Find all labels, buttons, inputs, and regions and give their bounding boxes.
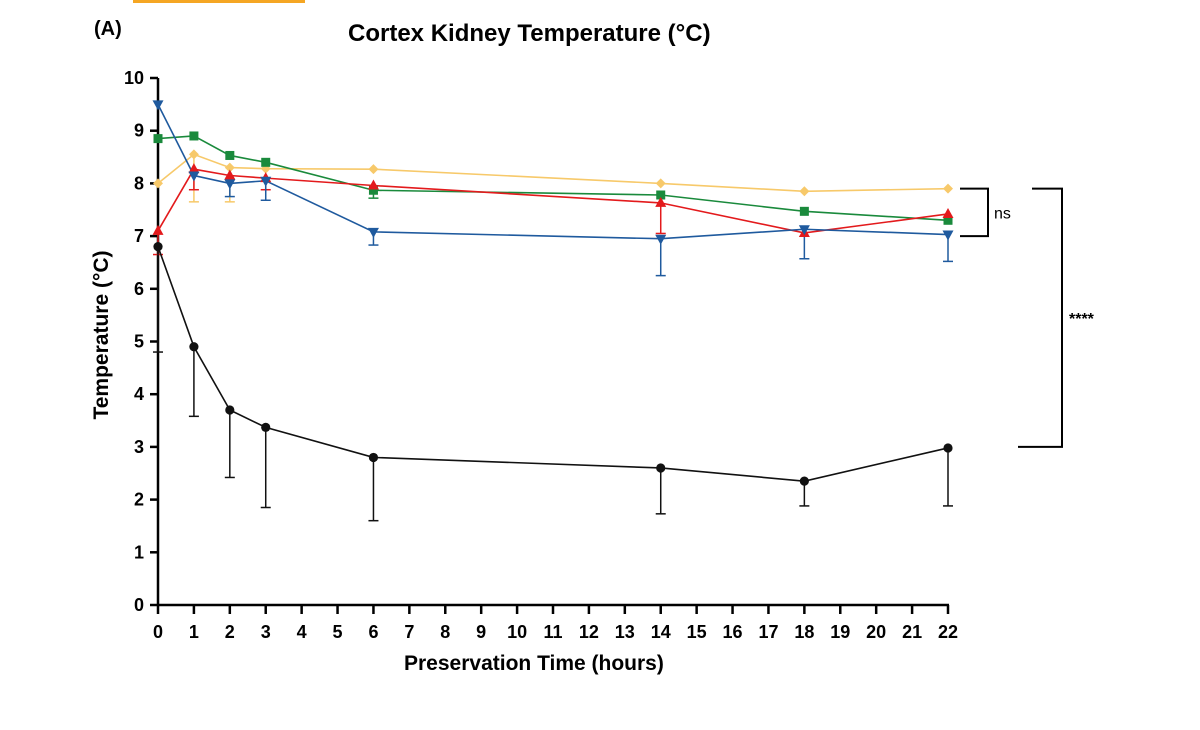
- data-point-green: [656, 190, 666, 200]
- y-tick-label: 10: [124, 68, 144, 88]
- data-point-blue: [942, 230, 954, 241]
- x-tick-label: 5: [333, 622, 343, 642]
- significance-label: ****: [1069, 311, 1095, 328]
- x-tick-label: 7: [404, 622, 414, 642]
- data-point-red: [655, 196, 667, 207]
- data-point-green: [153, 134, 163, 144]
- data-point-yellow: [943, 183, 953, 194]
- x-tick-label: 17: [758, 622, 778, 642]
- y-tick-label: 1: [134, 542, 144, 562]
- x-tick-label: 12: [579, 622, 599, 642]
- x-tick-label: 6: [368, 622, 378, 642]
- y-tick-label: 3: [134, 437, 144, 457]
- data-point-green: [799, 206, 809, 216]
- y-tick-label: 4: [134, 384, 144, 404]
- data-point-green: [261, 157, 271, 167]
- series-line-red: [157, 168, 949, 234]
- data-point-yellow: [799, 186, 810, 197]
- data-point-black: [368, 452, 379, 463]
- data-point-black: [189, 342, 199, 352]
- data-point-red: [367, 179, 379, 190]
- series-lines: [157, 103, 949, 482]
- x-tick-label: 22: [938, 622, 958, 642]
- chart-title: Cortex Kidney Temperature (°C): [348, 20, 711, 47]
- series-markers: [152, 100, 954, 486]
- data-point-blue: [188, 171, 200, 182]
- x-tick-label: 18: [794, 622, 814, 642]
- y-tick-label: 0: [134, 595, 144, 615]
- top-accent-bar: [133, 0, 305, 3]
- data-point-black: [799, 476, 809, 486]
- y-tick-label: 7: [134, 226, 144, 246]
- data-point-yellow: [153, 178, 163, 189]
- data-point-blue: [152, 100, 164, 111]
- series-line-black: [157, 246, 949, 482]
- data-point-black: [656, 463, 666, 473]
- x-tick-label: 21: [902, 622, 922, 642]
- y-tick-label: 2: [134, 490, 144, 510]
- data-point-green: [189, 131, 199, 141]
- data-point-blue: [367, 227, 379, 238]
- x-tick-label: 20: [866, 622, 886, 642]
- ns-label: ns: [994, 205, 1011, 222]
- data-point-black: [153, 242, 163, 252]
- y-tick-label: 5: [134, 332, 144, 352]
- x-tick-label: 9: [476, 622, 486, 642]
- significance-bracket: [1018, 187, 1063, 448]
- data-point-black: [261, 422, 271, 433]
- data-point-green: [943, 215, 953, 225]
- y-tick-label: 9: [134, 121, 144, 141]
- data-point-green: [368, 185, 378, 195]
- x-tick-label: 8: [440, 622, 450, 642]
- x-tick-label: 15: [687, 622, 707, 642]
- x-tick-label: 3: [261, 622, 271, 642]
- series-line-yellow: [157, 153, 949, 193]
- y-tick-label: 6: [134, 279, 144, 299]
- data-point-yellow: [655, 178, 666, 189]
- data-point-red: [224, 169, 236, 180]
- data-point-yellow: [368, 164, 379, 175]
- data-point-yellow: [224, 162, 235, 173]
- significance-annotations: ns ****: [960, 187, 1095, 448]
- data-point-red: [942, 207, 954, 218]
- x-tick-label: 10: [507, 622, 527, 642]
- x-tick-label: 11: [543, 622, 562, 642]
- data-point-blue: [224, 179, 236, 190]
- series-line-green: [157, 135, 949, 222]
- data-point-blue: [655, 234, 667, 245]
- x-tick-label: 1: [189, 622, 199, 642]
- y-tick-label: 8: [134, 173, 144, 193]
- data-point-blue: [798, 225, 810, 236]
- error-bars: [153, 154, 953, 522]
- data-point-blue: [260, 176, 272, 187]
- data-point-black: [943, 443, 953, 453]
- data-point-red: [152, 224, 164, 235]
- x-tick-label: 2: [225, 622, 235, 642]
- x-tick-label: 16: [723, 622, 743, 642]
- x-tick-label: 0: [153, 622, 163, 642]
- panel-label: (A): [94, 18, 122, 40]
- x-tick-label: 14: [651, 622, 671, 642]
- data-point-green: [225, 150, 235, 160]
- ns-bracket: [960, 187, 989, 238]
- data-point-black: [225, 405, 235, 415]
- series-line-blue: [157, 103, 949, 240]
- x-tick-label: 4: [297, 622, 307, 642]
- x-tick-label: 13: [615, 622, 635, 642]
- data-point-red: [188, 163, 200, 174]
- x-tick-label: 19: [830, 622, 850, 642]
- data-point-yellow: [188, 149, 199, 160]
- x-axis-label: Preservation Time (hours): [404, 652, 664, 675]
